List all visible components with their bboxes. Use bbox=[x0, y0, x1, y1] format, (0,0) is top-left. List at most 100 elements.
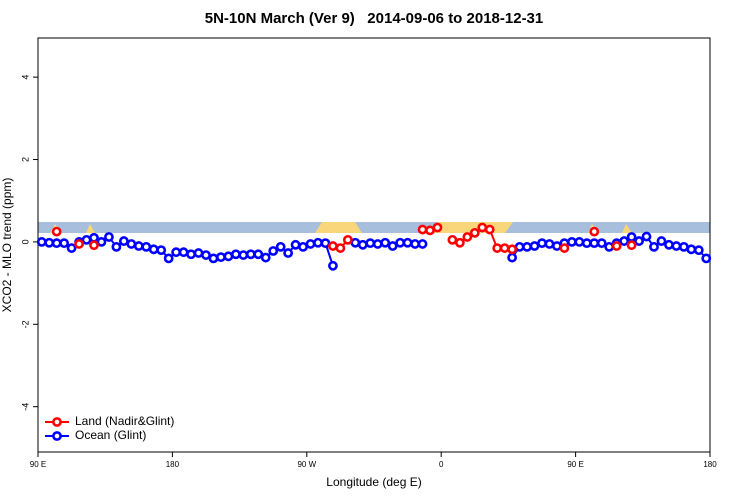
data-point bbox=[118, 236, 129, 246]
data-point bbox=[641, 231, 652, 242]
x-tick-label: 0 bbox=[439, 460, 444, 469]
data-point bbox=[216, 252, 226, 263]
data-point bbox=[626, 240, 637, 251]
legend-label: Land (Nadir&Glint) bbox=[75, 414, 174, 428]
data-point bbox=[574, 237, 585, 247]
data-point bbox=[380, 237, 391, 248]
y-tick-label: 4 bbox=[20, 75, 30, 80]
data-point bbox=[74, 239, 84, 249]
data-point bbox=[514, 241, 525, 252]
data-point bbox=[260, 252, 271, 263]
data-point bbox=[283, 248, 294, 258]
data-point bbox=[320, 238, 331, 249]
data-point bbox=[477, 222, 488, 233]
data-point bbox=[671, 241, 682, 251]
land-strip bbox=[315, 222, 362, 233]
y-tick-label: 2 bbox=[20, 157, 30, 162]
data-point bbox=[66, 243, 77, 253]
data-point bbox=[589, 226, 600, 237]
data-point bbox=[268, 246, 279, 256]
data-point bbox=[447, 234, 458, 245]
data-point bbox=[596, 238, 607, 249]
data-point bbox=[589, 238, 600, 249]
data-point bbox=[559, 243, 570, 253]
data-point bbox=[611, 241, 622, 251]
data-point bbox=[656, 236, 667, 246]
data-point bbox=[290, 239, 301, 250]
data-point bbox=[328, 241, 338, 251]
data-point bbox=[275, 241, 286, 252]
data-point bbox=[44, 237, 55, 248]
data-point bbox=[484, 224, 495, 235]
data-point bbox=[499, 243, 510, 253]
data-point bbox=[566, 237, 577, 247]
data-point bbox=[36, 237, 47, 247]
land-strip bbox=[86, 224, 95, 233]
data-point bbox=[395, 237, 406, 248]
data-point bbox=[537, 238, 547, 249]
data-point bbox=[208, 253, 219, 264]
data-point bbox=[507, 252, 518, 263]
data-point bbox=[686, 244, 697, 255]
data-point bbox=[230, 249, 241, 260]
x-tick-label: 180 bbox=[703, 460, 717, 469]
data-point bbox=[454, 237, 465, 248]
data-point bbox=[305, 239, 316, 249]
data-point bbox=[133, 241, 144, 251]
data-point bbox=[253, 249, 264, 260]
data-point bbox=[552, 241, 562, 251]
data-point bbox=[51, 226, 62, 237]
data-point bbox=[492, 243, 503, 253]
data-point bbox=[111, 241, 122, 252]
data-point bbox=[223, 251, 234, 262]
legend-marker bbox=[52, 431, 62, 441]
x-tick-label: 180 bbox=[166, 460, 180, 469]
data-point bbox=[178, 247, 189, 258]
data-point bbox=[148, 244, 159, 255]
data-point bbox=[342, 234, 353, 245]
data-point bbox=[81, 234, 92, 245]
data-point bbox=[544, 239, 555, 249]
data-point bbox=[59, 238, 70, 249]
data-point bbox=[417, 239, 428, 249]
data-point bbox=[357, 239, 368, 250]
data-point bbox=[402, 237, 413, 248]
data-point bbox=[298, 241, 308, 252]
data-point bbox=[619, 236, 630, 246]
y-tick-label: 0 bbox=[20, 239, 30, 244]
land-strip bbox=[622, 224, 632, 233]
data-point bbox=[163, 253, 174, 264]
x-tick-label: 90 E bbox=[567, 460, 583, 469]
data-point bbox=[507, 244, 518, 255]
data-point bbox=[186, 249, 196, 260]
data-point bbox=[238, 250, 249, 260]
y-axis-label: XCO2 - MLO trend (ppm) bbox=[0, 178, 14, 313]
data-point bbox=[529, 241, 540, 251]
data-point bbox=[693, 245, 704, 256]
data-point bbox=[581, 238, 592, 249]
data-point bbox=[626, 232, 637, 242]
data-point bbox=[372, 239, 383, 249]
y-tick-label: -2 bbox=[20, 320, 30, 328]
data-point bbox=[245, 249, 256, 260]
data-point bbox=[678, 241, 689, 252]
data-point bbox=[701, 253, 712, 264]
data-point bbox=[51, 238, 62, 249]
data-point bbox=[664, 239, 674, 250]
data-point bbox=[104, 232, 114, 242]
data-point bbox=[335, 243, 346, 253]
data-point bbox=[96, 237, 107, 247]
data-point bbox=[649, 241, 659, 252]
ocean-strip bbox=[38, 222, 710, 233]
data-point bbox=[141, 241, 152, 252]
x-tick-label: 90 E bbox=[30, 460, 46, 469]
legend-marker bbox=[52, 417, 62, 427]
data-point bbox=[425, 225, 435, 236]
data-point bbox=[432, 222, 443, 233]
x-tick-label: 90 W bbox=[297, 460, 316, 469]
data-point bbox=[604, 241, 615, 252]
data-point bbox=[387, 241, 398, 251]
data-point bbox=[313, 237, 323, 248]
data-point bbox=[634, 236, 644, 246]
